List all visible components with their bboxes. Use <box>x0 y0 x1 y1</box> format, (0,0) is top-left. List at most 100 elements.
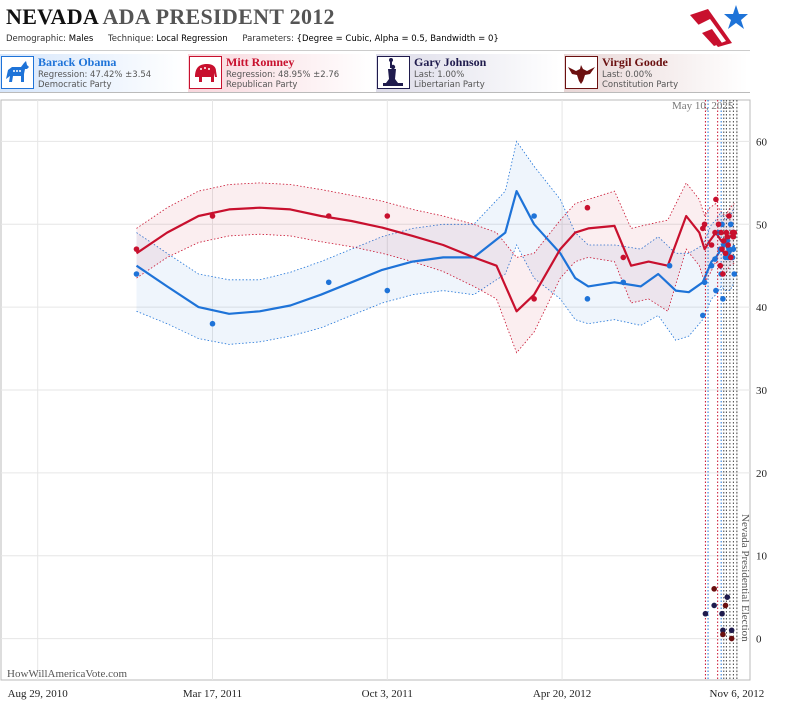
x-tick-label: Oct 3, 2011 <box>362 688 413 700</box>
poll-point <box>209 320 216 327</box>
poll-point <box>712 229 718 236</box>
candidate-party: Republican Party <box>226 80 298 90</box>
param-key: Technique: <box>108 34 154 44</box>
band-upper-line <box>136 140 735 281</box>
eagle-icon <box>565 56 598 89</box>
elephant-icon <box>189 56 222 89</box>
poll-date-lines <box>704 100 738 680</box>
y-tick-label: 10 <box>756 551 768 563</box>
y-tick-label: 20 <box>756 468 768 480</box>
x-tick-label: Aug 29, 2010 <box>8 688 69 700</box>
y-tick-label: 60 <box>756 136 768 148</box>
poll-point <box>620 279 627 286</box>
poll-point <box>133 246 140 252</box>
poll-point <box>325 279 332 286</box>
poll-point <box>728 627 735 634</box>
poll-point <box>715 221 722 228</box>
star-logo-icon <box>690 5 748 47</box>
poll-point <box>700 312 706 319</box>
candidate-legend: Barack Obama Regression: 47.42% ±3.54 De… <box>0 54 750 93</box>
poll-point <box>584 204 591 211</box>
poll-point <box>724 594 731 600</box>
candidate-name: Virgil Goode <box>602 55 668 69</box>
poll-point <box>728 635 735 642</box>
parameters-line: Demographic: Males Technique: Local Regr… <box>6 34 511 44</box>
poll-point <box>720 627 726 634</box>
poll-point <box>717 262 724 269</box>
trend-line <box>135 189 736 315</box>
confidence-band <box>136 182 735 353</box>
poll-points <box>133 196 738 642</box>
poll-point <box>720 271 726 277</box>
poll-point <box>720 238 727 244</box>
donkey-icon <box>1 56 34 89</box>
poll-point <box>722 250 729 257</box>
band-upper-line <box>136 182 735 258</box>
poll-point <box>384 213 391 219</box>
param-value: Males <box>68 34 94 44</box>
trend-lines <box>135 189 736 315</box>
statue-of-liberty-icon <box>377 56 410 89</box>
candidate-obama[interactable]: Barack Obama Regression: 47.42% ±3.54 De… <box>0 54 184 92</box>
y-tick-label: 50 <box>756 219 768 231</box>
poll-point <box>702 610 709 617</box>
poll-point <box>725 242 731 248</box>
poll-point <box>713 196 719 203</box>
param-value: Local Regression <box>156 34 228 44</box>
header: NEVADA ADA PRESIDENT 2012 Demographic: M… <box>0 0 750 51</box>
x-tick-label: Nov 6, 2012 <box>710 688 765 700</box>
poll-point <box>531 296 537 302</box>
poll-point <box>718 229 724 236</box>
grid <box>0 99 751 681</box>
poll-point <box>711 586 717 592</box>
candidate-stat: Regression: 47.42% ±3.54 <box>38 70 152 80</box>
candidate-party: Constitution Party <box>602 80 679 90</box>
updated-date: May 10, 2025 <box>672 100 734 112</box>
poll-point <box>531 213 537 219</box>
poll-point <box>384 287 391 294</box>
poll-point <box>719 246 725 252</box>
poll-point <box>708 262 715 269</box>
poll-point <box>731 229 738 236</box>
poll-point <box>727 254 734 261</box>
poll-point <box>708 242 715 248</box>
poll-point <box>727 221 734 228</box>
poll-point <box>666 262 673 269</box>
band-lower-line <box>136 233 735 354</box>
y-tick-label: 0 <box>756 634 762 646</box>
poll-point <box>584 296 591 302</box>
param-value: {Degree = Cubic, Alpha = 0.5, Bandwidth … <box>296 34 499 44</box>
poll-point <box>712 256 718 262</box>
poll-point <box>730 246 737 252</box>
candidate-name: Gary Johnson <box>414 55 487 69</box>
watermark: HowWillAmericaVote.com <box>7 668 128 680</box>
poll-point <box>701 279 708 286</box>
candidate-name: Mitt Romney <box>226 55 295 69</box>
candidate-stat: Last: 0.00% <box>602 70 653 80</box>
candidate-party: Democratic Party <box>38 80 112 90</box>
candidate-stat: Last: 1.00% <box>414 70 465 80</box>
poll-point <box>722 602 729 609</box>
x-tick-label: Mar 17, 2011 <box>183 688 242 700</box>
axes: 0 10 20 30 40 50 60 Aug 29, 2010 Mar 17, 2011 Oct… <box>8 136 768 700</box>
poll-point <box>720 296 726 302</box>
candidate-romney[interactable]: Mitt Romney Regression: 48.95% ±2.76 Rep… <box>188 54 372 92</box>
title-state: NEVADA <box>6 4 98 29</box>
page-title: NEVADA ADA PRESIDENT 2012 <box>6 4 335 30</box>
y-tick-label: 30 <box>756 385 768 397</box>
poll-point <box>711 602 717 609</box>
poll-point <box>701 221 708 228</box>
poll-point <box>724 233 731 240</box>
poll-chart: 0 10 20 30 40 50 60 Aug 29, 2010 Mar 17, 2011 Oct… <box>0 99 768 700</box>
param-key: Parameters: <box>242 34 294 44</box>
candidate-name: Barack Obama <box>38 55 117 69</box>
poll-point <box>209 213 216 219</box>
trend-line <box>135 206 735 313</box>
y-tick-label: 40 <box>756 302 768 314</box>
candidate-johnson[interactable]: Gary Johnson Last: 1.00% Libertarian Par… <box>376 54 560 92</box>
poll-point <box>731 271 738 277</box>
candidate-goode[interactable]: Virgil Goode Last: 0.00% Constitution Pa… <box>564 54 748 92</box>
candidate-party: Libertarian Party <box>414 80 485 90</box>
param-key: Demographic: <box>6 34 67 44</box>
x-tick-label: Apr 20, 2012 <box>533 688 591 700</box>
